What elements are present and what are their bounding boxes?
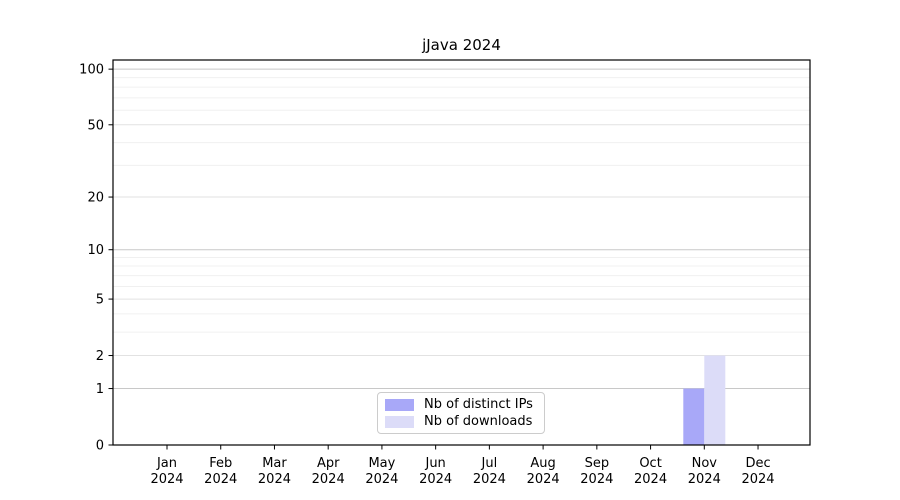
bar	[683, 388, 705, 445]
y-tick-label: 5	[96, 293, 104, 308]
y-tick-label: 10	[87, 243, 104, 258]
y-tick-label: 2	[96, 349, 104, 364]
x-tick-label-month: Aug	[530, 456, 555, 471]
legend: Nb of distinct IPs Nb of downloads	[377, 392, 545, 434]
y-tick-label: 50	[87, 118, 104, 133]
y-tick-label: 0	[96, 439, 104, 454]
chart-title: jJava 2024	[422, 36, 501, 54]
legend-item-distinct-ips: Nb of distinct IPs	[385, 397, 544, 413]
x-tick-label-year: 2024	[312, 472, 345, 487]
x-tick-label-month: Mar	[262, 456, 287, 471]
x-tick-label-month: Dec	[745, 456, 770, 471]
x-tick-label-month: Feb	[209, 456, 232, 471]
x-tick-label-year: 2024	[527, 472, 560, 487]
x-tick-label-year: 2024	[204, 472, 237, 487]
x-tick-label-month: Jun	[424, 456, 445, 471]
legend-swatch-downloads	[385, 415, 414, 428]
x-tick-label-month: Oct	[639, 456, 661, 471]
x-tick-label-year: 2024	[150, 472, 183, 487]
legend-label-distinct-ips: Nb of distinct IPs	[424, 397, 533, 412]
x-tick-label-month: Jan	[156, 456, 177, 471]
x-tick-label-year: 2024	[580, 472, 613, 487]
x-tick-label-year: 2024	[365, 472, 398, 487]
legend-label-downloads: Nb of downloads	[424, 414, 533, 429]
bar	[704, 355, 726, 445]
x-tick-label-year: 2024	[634, 472, 667, 487]
y-tick-label: 100	[79, 63, 104, 78]
x-tick-label-year: 2024	[258, 472, 291, 487]
legend-swatch-distinct-ips	[385, 398, 414, 411]
x-tick-label-year: 2024	[473, 472, 506, 487]
x-tick-label-month: Jul	[481, 456, 498, 471]
x-tick-label-year: 2024	[688, 472, 721, 487]
x-tick-label-month: Sep	[585, 456, 610, 471]
x-tick-label-month: May	[368, 456, 395, 471]
plot-frame	[112, 59, 811, 446]
x-tick-label-year: 2024	[419, 472, 452, 487]
x-tick-label-month: Apr	[317, 456, 340, 471]
y-tick-label: 20	[87, 191, 104, 206]
x-tick-label-year: 2024	[741, 472, 774, 487]
y-tick-label: 1	[96, 382, 104, 397]
legend-item-downloads: Nb of downloads	[385, 414, 544, 430]
x-tick-label-month: Nov	[692, 456, 718, 471]
